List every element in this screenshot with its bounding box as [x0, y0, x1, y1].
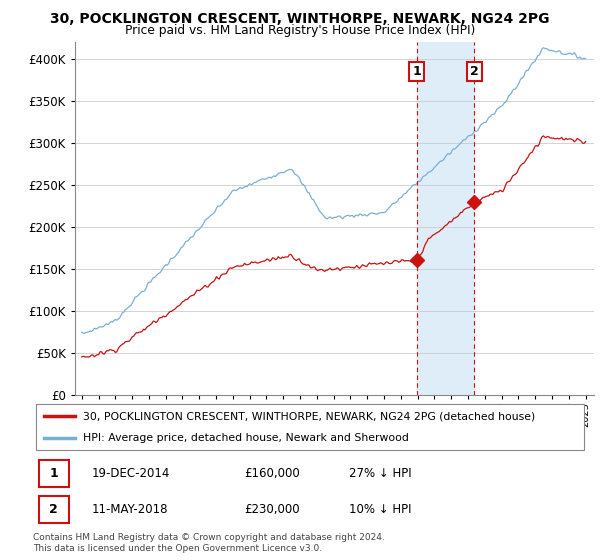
FancyBboxPatch shape: [38, 496, 69, 523]
Text: 11-MAY-2018: 11-MAY-2018: [91, 503, 168, 516]
Bar: [417, 42, 474, 395]
Text: 19-DEC-2014: 19-DEC-2014: [91, 466, 170, 480]
Text: HPI: Average price, detached house, Newark and Sherwood: HPI: Average price, detached house, Newa…: [83, 433, 409, 443]
Text: 1: 1: [413, 65, 421, 78]
Text: Contains HM Land Registry data © Crown copyright and database right 2024.
This d: Contains HM Land Registry data © Crown c…: [33, 533, 385, 553]
Text: 2: 2: [470, 65, 479, 78]
Text: Price paid vs. HM Land Registry's House Price Index (HPI): Price paid vs. HM Land Registry's House …: [125, 24, 475, 36]
FancyBboxPatch shape: [38, 460, 69, 487]
Text: 1: 1: [49, 466, 58, 480]
Text: £160,000: £160,000: [244, 466, 299, 480]
Text: 30, POCKLINGTON CRESCENT, WINTHORPE, NEWARK, NG24 2PG: 30, POCKLINGTON CRESCENT, WINTHORPE, NEW…: [50, 12, 550, 26]
Text: 10% ↓ HPI: 10% ↓ HPI: [349, 503, 412, 516]
Text: £230,000: £230,000: [244, 503, 299, 516]
FancyBboxPatch shape: [36, 404, 584, 450]
Text: 27% ↓ HPI: 27% ↓ HPI: [349, 466, 412, 480]
Text: 2: 2: [49, 503, 58, 516]
Text: 30, POCKLINGTON CRESCENT, WINTHORPE, NEWARK, NG24 2PG (detached house): 30, POCKLINGTON CRESCENT, WINTHORPE, NEW…: [83, 411, 535, 421]
